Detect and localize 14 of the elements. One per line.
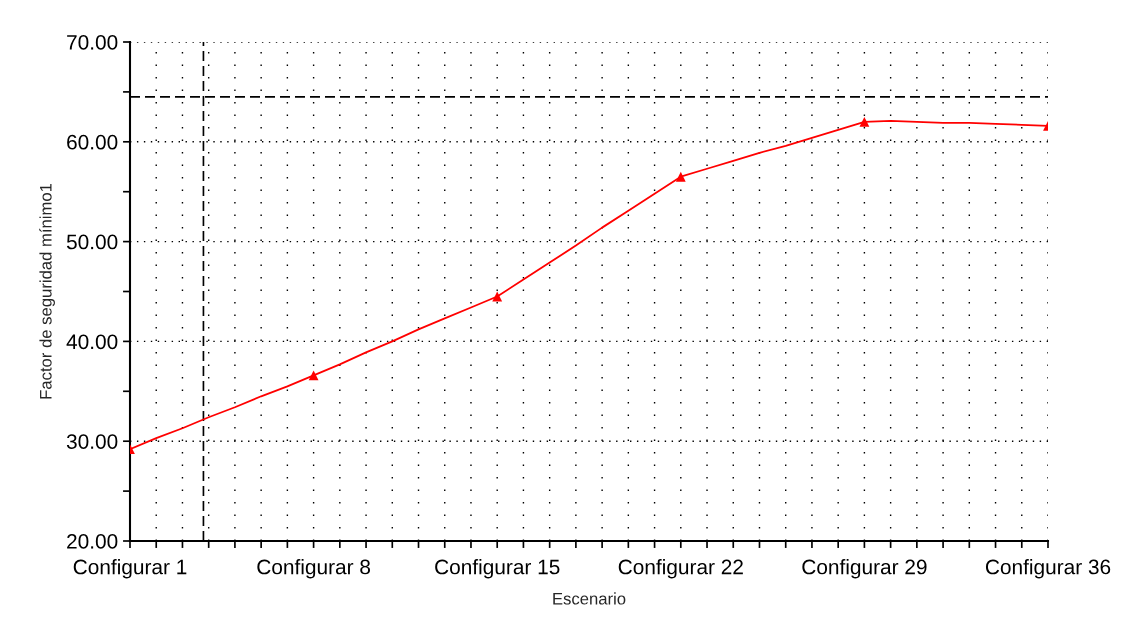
y-tick-label: 70.00	[67, 35, 118, 50]
x-axis-title: Escenario	[553, 592, 626, 605]
y-tick-label: 30.00	[66, 434, 118, 449]
x-tick-label: Configurar 8	[257, 559, 371, 579]
x-tick-label: Configurar 22	[618, 559, 743, 579]
y-axis-title: Factor de seguridad mínimo1	[39, 183, 55, 399]
x-tick-label: Configurar 1	[73, 559, 187, 579]
y-tick-label: 60.00	[67, 134, 118, 150]
y-tick-label: 20.00	[67, 534, 118, 549]
x-tick-label: Configurar 15	[435, 559, 560, 579]
y-tick-label: 50.00	[66, 234, 118, 250]
y-tick-label: 40.00	[66, 334, 118, 350]
x-tick-label: Configurar 29	[802, 559, 927, 579]
x-tick-label: Configurar 36	[985, 559, 1111, 579]
